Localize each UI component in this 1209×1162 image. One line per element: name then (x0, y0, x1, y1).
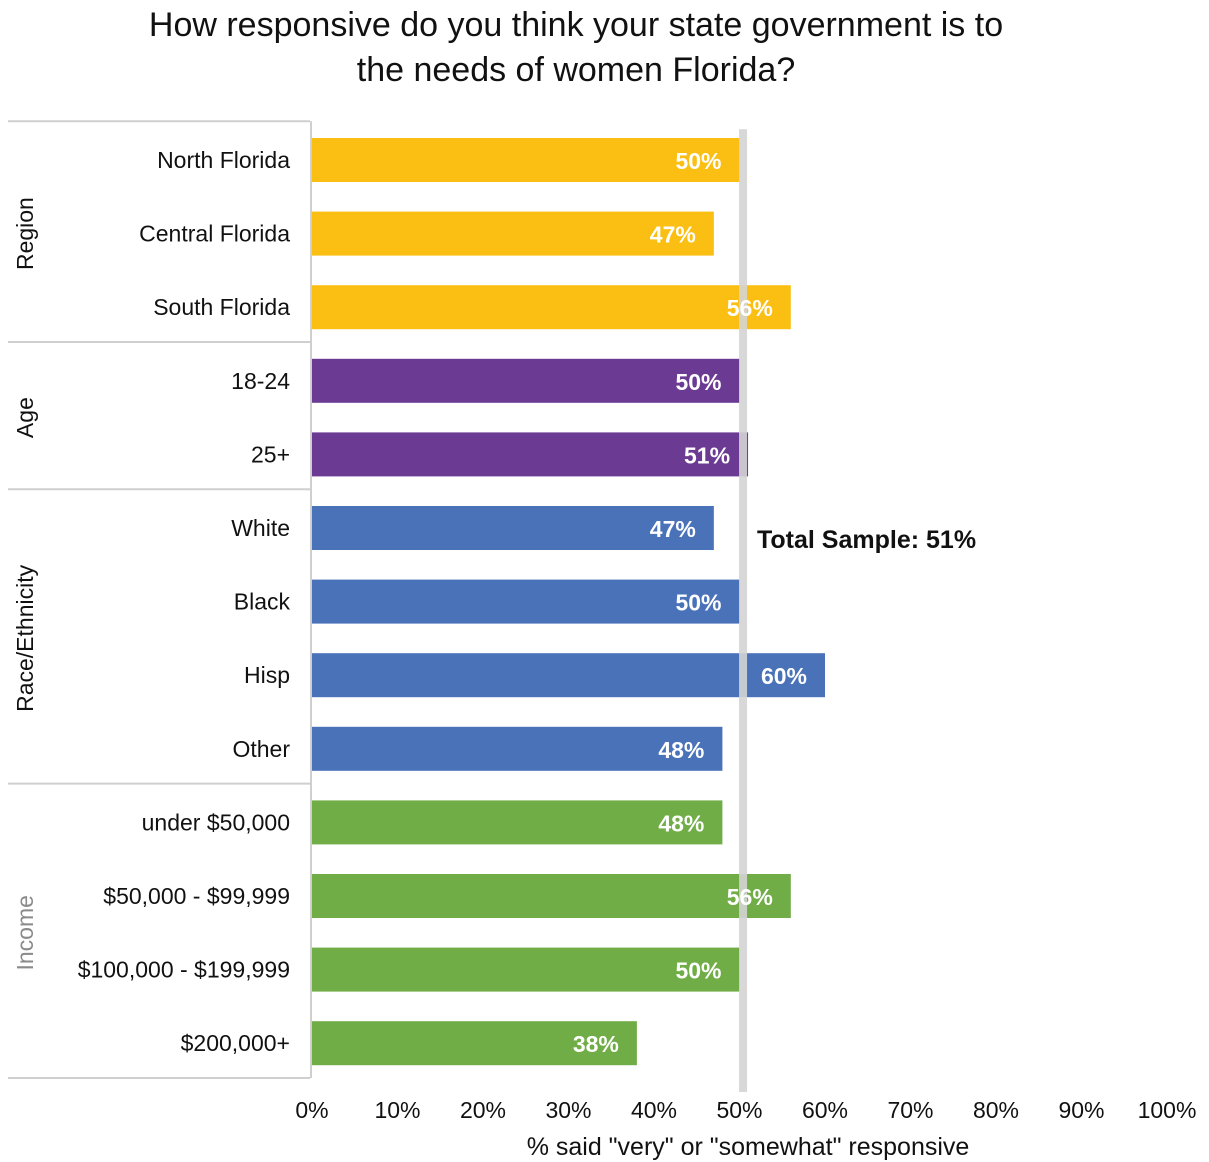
reference-line-layer (739, 129, 748, 1092)
bar-25 (312, 432, 749, 477)
group-label-income: Income (12, 895, 38, 970)
bar-other (312, 726, 723, 771)
bars (312, 138, 825, 1066)
category-label: Black (234, 589, 291, 615)
chart-title: How responsive do you think your state g… (149, 6, 1003, 89)
data-label: 60% (761, 663, 807, 689)
category-label: Other (232, 736, 290, 762)
x-tick-label: 50% (716, 1097, 762, 1123)
bar-under-50-000 (312, 800, 723, 845)
x-tick-label: 80% (973, 1097, 1019, 1123)
x-axis: 0% 10% 20% 30% 40% 50% 60% 70% 80% 90% 100% % said … (295, 1097, 1196, 1161)
category-label: $50,000 - $99,999 (103, 883, 290, 909)
data-label: 50% (675, 590, 721, 616)
data-label: 48% (658, 810, 704, 836)
x-tick-label: 20% (460, 1097, 506, 1123)
x-axis-title: % said "very" or "somewhat" responsive (527, 1133, 970, 1161)
data-label: 38% (573, 1031, 619, 1057)
bar-18-24 (312, 358, 740, 403)
x-tick-label: 90% (1058, 1097, 1104, 1123)
group-label-age: Age (12, 397, 38, 438)
data-label: 56% (727, 884, 773, 910)
x-tick-label: 100% (1138, 1097, 1197, 1123)
bar-central-florida (312, 211, 714, 256)
chart-title-line-1: How responsive do you think your state g… (149, 6, 1003, 44)
group-label-race-ethnicity: Race/Ethnicity (12, 564, 38, 712)
bar-100-000-199-999 (312, 947, 740, 992)
category-label: $100,000 - $199,999 (78, 957, 290, 983)
data-label: 47% (650, 222, 696, 248)
category-label: Central Florida (139, 221, 290, 247)
data-label: 48% (658, 737, 704, 763)
data-label: 50% (675, 958, 721, 984)
category-label: Hisp (244, 662, 290, 688)
bar-south-florida (312, 285, 791, 330)
category-label: $200,000+ (181, 1030, 290, 1056)
x-tick-label: 10% (374, 1097, 420, 1123)
chart-title-line-2: the needs of women Florida? (357, 51, 795, 89)
group-label-region: Region (12, 197, 38, 270)
x-tick-label: 0% (295, 1097, 328, 1123)
data-label: 51% (684, 442, 730, 468)
x-tick-label: 30% (545, 1097, 591, 1123)
x-tick-label: 40% (631, 1097, 677, 1123)
x-tick-label: 70% (887, 1097, 933, 1123)
data-label: 47% (650, 516, 696, 542)
bar-hisp (312, 653, 825, 698)
data-label: 56% (727, 295, 773, 321)
category-label: South Florida (153, 294, 290, 320)
category-label: 18-24 (231, 368, 290, 394)
category-label: North Florida (157, 147, 290, 173)
bar-north-florida (312, 138, 740, 182)
x-tick-label: 60% (802, 1097, 848, 1123)
category-label: under $50,000 (142, 809, 290, 835)
bar-black (312, 579, 740, 624)
data-label: 50% (675, 369, 721, 395)
bar-200-000 (312, 1021, 637, 1066)
total-sample-annotation: Total Sample: 51% (757, 526, 976, 554)
group-dividers (8, 120, 312, 1079)
bar-50-000-99-999 (312, 874, 791, 918)
category-label: White (231, 515, 290, 541)
total-sample-reference-line (739, 129, 748, 1092)
labels: North Florida 50% Central Florida 47% South … (12, 147, 976, 1057)
bar-white (312, 506, 714, 550)
data-label: 50% (675, 148, 721, 174)
category-label: 25+ (251, 441, 290, 467)
